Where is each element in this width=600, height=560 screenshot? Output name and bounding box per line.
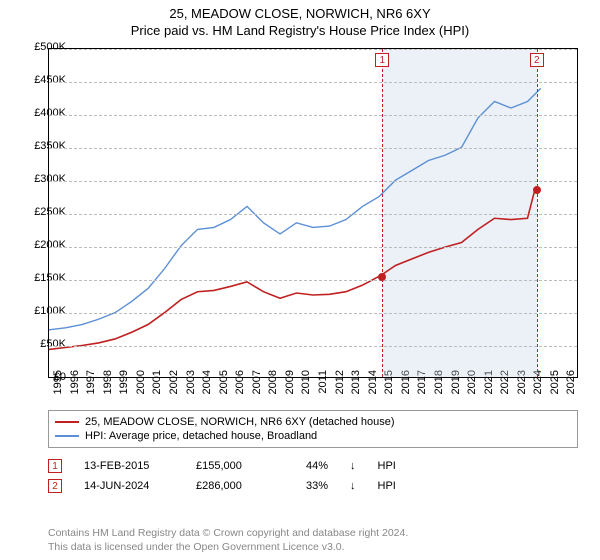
sale-dot	[378, 273, 386, 281]
sale-pct: 33%	[288, 480, 328, 492]
legend-label: 25, MEADOW CLOSE, NORWICH, NR6 6XY (deta…	[85, 416, 395, 428]
sales-table: 1 13-FEB-2015 £155,000 44% ↓ HPI 2 14-JUN-2024 £…	[48, 456, 578, 496]
sale-price: £286,000	[196, 480, 266, 492]
legend: 25, MEADOW CLOSE, NORWICH, NR6 6XY (deta…	[48, 410, 578, 448]
gridline-h	[49, 82, 577, 83]
down-arrow-icon: ↓	[350, 460, 356, 472]
down-arrow-icon: ↓	[350, 480, 356, 492]
sale-vs-label: HPI	[378, 480, 396, 492]
sale-vline	[382, 49, 383, 377]
legend-row: 25, MEADOW CLOSE, NORWICH, NR6 6XY (deta…	[55, 415, 571, 429]
sale-date: 14-JUN-2024	[84, 480, 174, 492]
legend-row: HPI: Average price, detached house, Broa…	[55, 429, 571, 443]
sale-marker-box: 1	[375, 53, 389, 67]
legend-label: HPI: Average price, detached house, Broa…	[85, 430, 317, 442]
sale-index-box: 2	[48, 479, 62, 493]
chart-subtitle: Price paid vs. HM Land Registry's House …	[0, 21, 600, 38]
legend-swatch	[55, 435, 79, 437]
gridline-h	[49, 247, 577, 248]
sale-marker-box: 2	[530, 53, 544, 67]
footer-line-1: Contains HM Land Registry data © Crown c…	[48, 526, 578, 540]
gridline-h	[49, 313, 577, 314]
plot-area: 12	[48, 48, 578, 378]
gridline-h	[49, 346, 577, 347]
sale-pct: 44%	[288, 460, 328, 472]
gridline-h	[49, 181, 577, 182]
legend-swatch	[55, 421, 79, 423]
sale-row: 1 13-FEB-2015 £155,000 44% ↓ HPI	[48, 456, 578, 476]
chart-title: 25, MEADOW CLOSE, NORWICH, NR6 6XY	[0, 0, 600, 21]
sale-date: 13-FEB-2015	[84, 460, 174, 472]
sale-index-box: 1	[48, 459, 62, 473]
gridline-h	[49, 280, 577, 281]
chart-lines-svg	[49, 49, 577, 377]
gridline-h	[49, 49, 577, 50]
sale-price: £155,000	[196, 460, 266, 472]
sale-dot	[533, 186, 541, 194]
gridline-h	[49, 214, 577, 215]
sale-vline	[537, 49, 538, 377]
sale-row: 2 14-JUN-2024 £286,000 33% ↓ HPI	[48, 476, 578, 496]
sale-vs-label: HPI	[378, 460, 396, 472]
gridline-h	[49, 115, 577, 116]
chart-container: 25, MEADOW CLOSE, NORWICH, NR6 6XY Price…	[0, 0, 600, 560]
footer-attribution: Contains HM Land Registry data © Crown c…	[48, 526, 578, 554]
gridline-h	[49, 148, 577, 149]
footer-line-2: This data is licensed under the Open Gov…	[48, 540, 578, 554]
